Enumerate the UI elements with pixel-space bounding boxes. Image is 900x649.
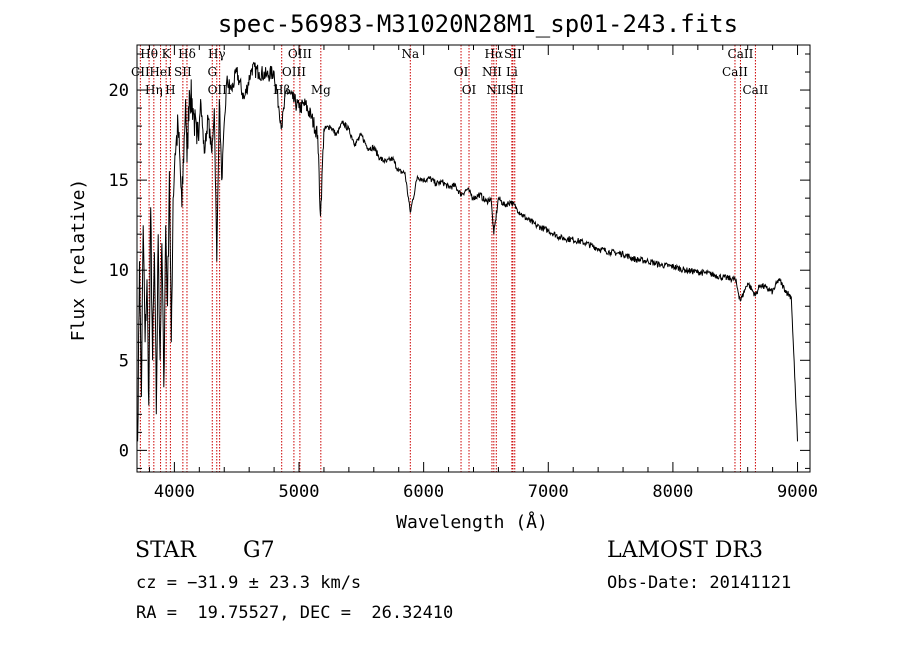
marker-label: H (165, 83, 175, 97)
marker-label: SII (504, 47, 522, 61)
y-axis-label: Flux (relative) (68, 179, 89, 342)
spectral-line-markers (139, 45, 756, 472)
observation-date: Obs-Date: 20141121 (607, 573, 792, 593)
marker-label: Hγ (208, 47, 226, 61)
y-tick-label: 5 (119, 351, 129, 371)
y-tick-label: 15 (109, 171, 129, 191)
x-tick-label: 4000 (154, 482, 195, 502)
spectrum-line (137, 61, 798, 442)
marker-label: Hη (145, 83, 163, 97)
marker-label: Mg (311, 83, 331, 97)
object-subclass: G7 (243, 538, 275, 563)
plot-frame (136, 44, 811, 473)
chart-title: spec-56983-M31020N28M1_sp01-243.fits (218, 10, 738, 38)
x-tick-label: 7000 (528, 482, 569, 502)
marker-label: OI (462, 83, 477, 97)
marker-label: SII (506, 83, 524, 97)
marker-label: K (162, 47, 172, 61)
y-tick-label: 20 (109, 81, 129, 101)
x-tick-label: 8000 (652, 482, 693, 502)
ra-dec-coordinates: RA = 19.75527, DEC = 26.32410 (136, 603, 454, 623)
object-class: STAR (135, 538, 196, 563)
marker-label: Na (401, 47, 419, 61)
x-axis-label: Wavelength (Å) (396, 511, 548, 533)
marker-label: OI (454, 65, 469, 79)
marker-label: HeI (149, 65, 172, 79)
marker-label: Hδ (178, 47, 196, 61)
marker-label: Li (506, 65, 518, 79)
x-tick-label: 5000 (279, 482, 320, 502)
marker-label: OIII (282, 65, 306, 79)
x-tick-label: 6000 (403, 482, 444, 502)
marker-label: Hα (485, 47, 504, 61)
y-axis: 0 5 10 15 20 (109, 53, 810, 469)
marker-label: OIII (288, 47, 312, 61)
marker-label: NII (486, 83, 506, 97)
x-axis: 4000 5000 6000 7000 8000 9000 (148, 45, 818, 502)
marker-label: CaII (742, 83, 768, 97)
y-tick-label: 10 (109, 261, 129, 281)
survey-name: LAMOST DR3 (607, 538, 763, 563)
marker-label: NII (482, 65, 502, 79)
redshift-velocity: cz = −31.9 ± 23.3 km/s (136, 573, 362, 593)
marker-label: CaII (722, 65, 748, 79)
marker-label: Hθ (140, 47, 158, 61)
x-tick-label: 9000 (777, 482, 818, 502)
marker-label: SII (174, 65, 192, 79)
y-tick-label: 0 (119, 441, 129, 461)
marker-label: G (207, 65, 217, 79)
marker-label: CaII (728, 47, 754, 61)
